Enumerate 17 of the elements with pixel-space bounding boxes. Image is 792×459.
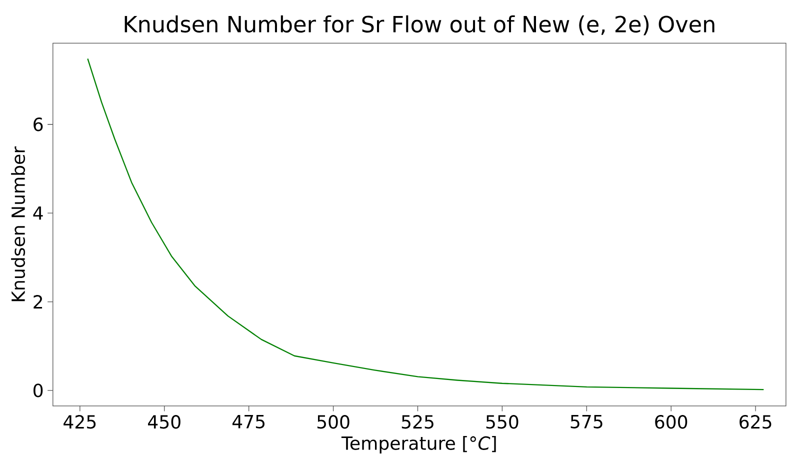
line-series — [87, 58, 764, 390]
x-axis-title: Temperature [°C] — [341, 436, 496, 454]
x-tick-label: 475 — [232, 415, 264, 429]
x-tick-label: 600 — [655, 415, 688, 429]
y-tick-label: 4 — [33, 206, 43, 220]
x-tick-label: 450 — [148, 415, 180, 429]
x-tick-label: 575 — [570, 415, 602, 429]
x-tick-label: 425 — [64, 415, 96, 429]
chart-title: Knudsen Number for Sr Flow out of New (e, 2e) Oven — [124, 15, 714, 36]
x-tick-label: 500 — [317, 415, 350, 429]
x-tick-label: 550 — [486, 415, 518, 429]
y-tick-label: 6 — [34, 118, 43, 132]
x-tick-label: 525 — [402, 415, 434, 429]
x-tick-label: 625 — [740, 415, 772, 429]
y-axis-title: Knudsen Number — [11, 146, 26, 302]
y-tick-label: 2 — [34, 295, 42, 309]
y-tick-label: 0 — [34, 384, 43, 398]
